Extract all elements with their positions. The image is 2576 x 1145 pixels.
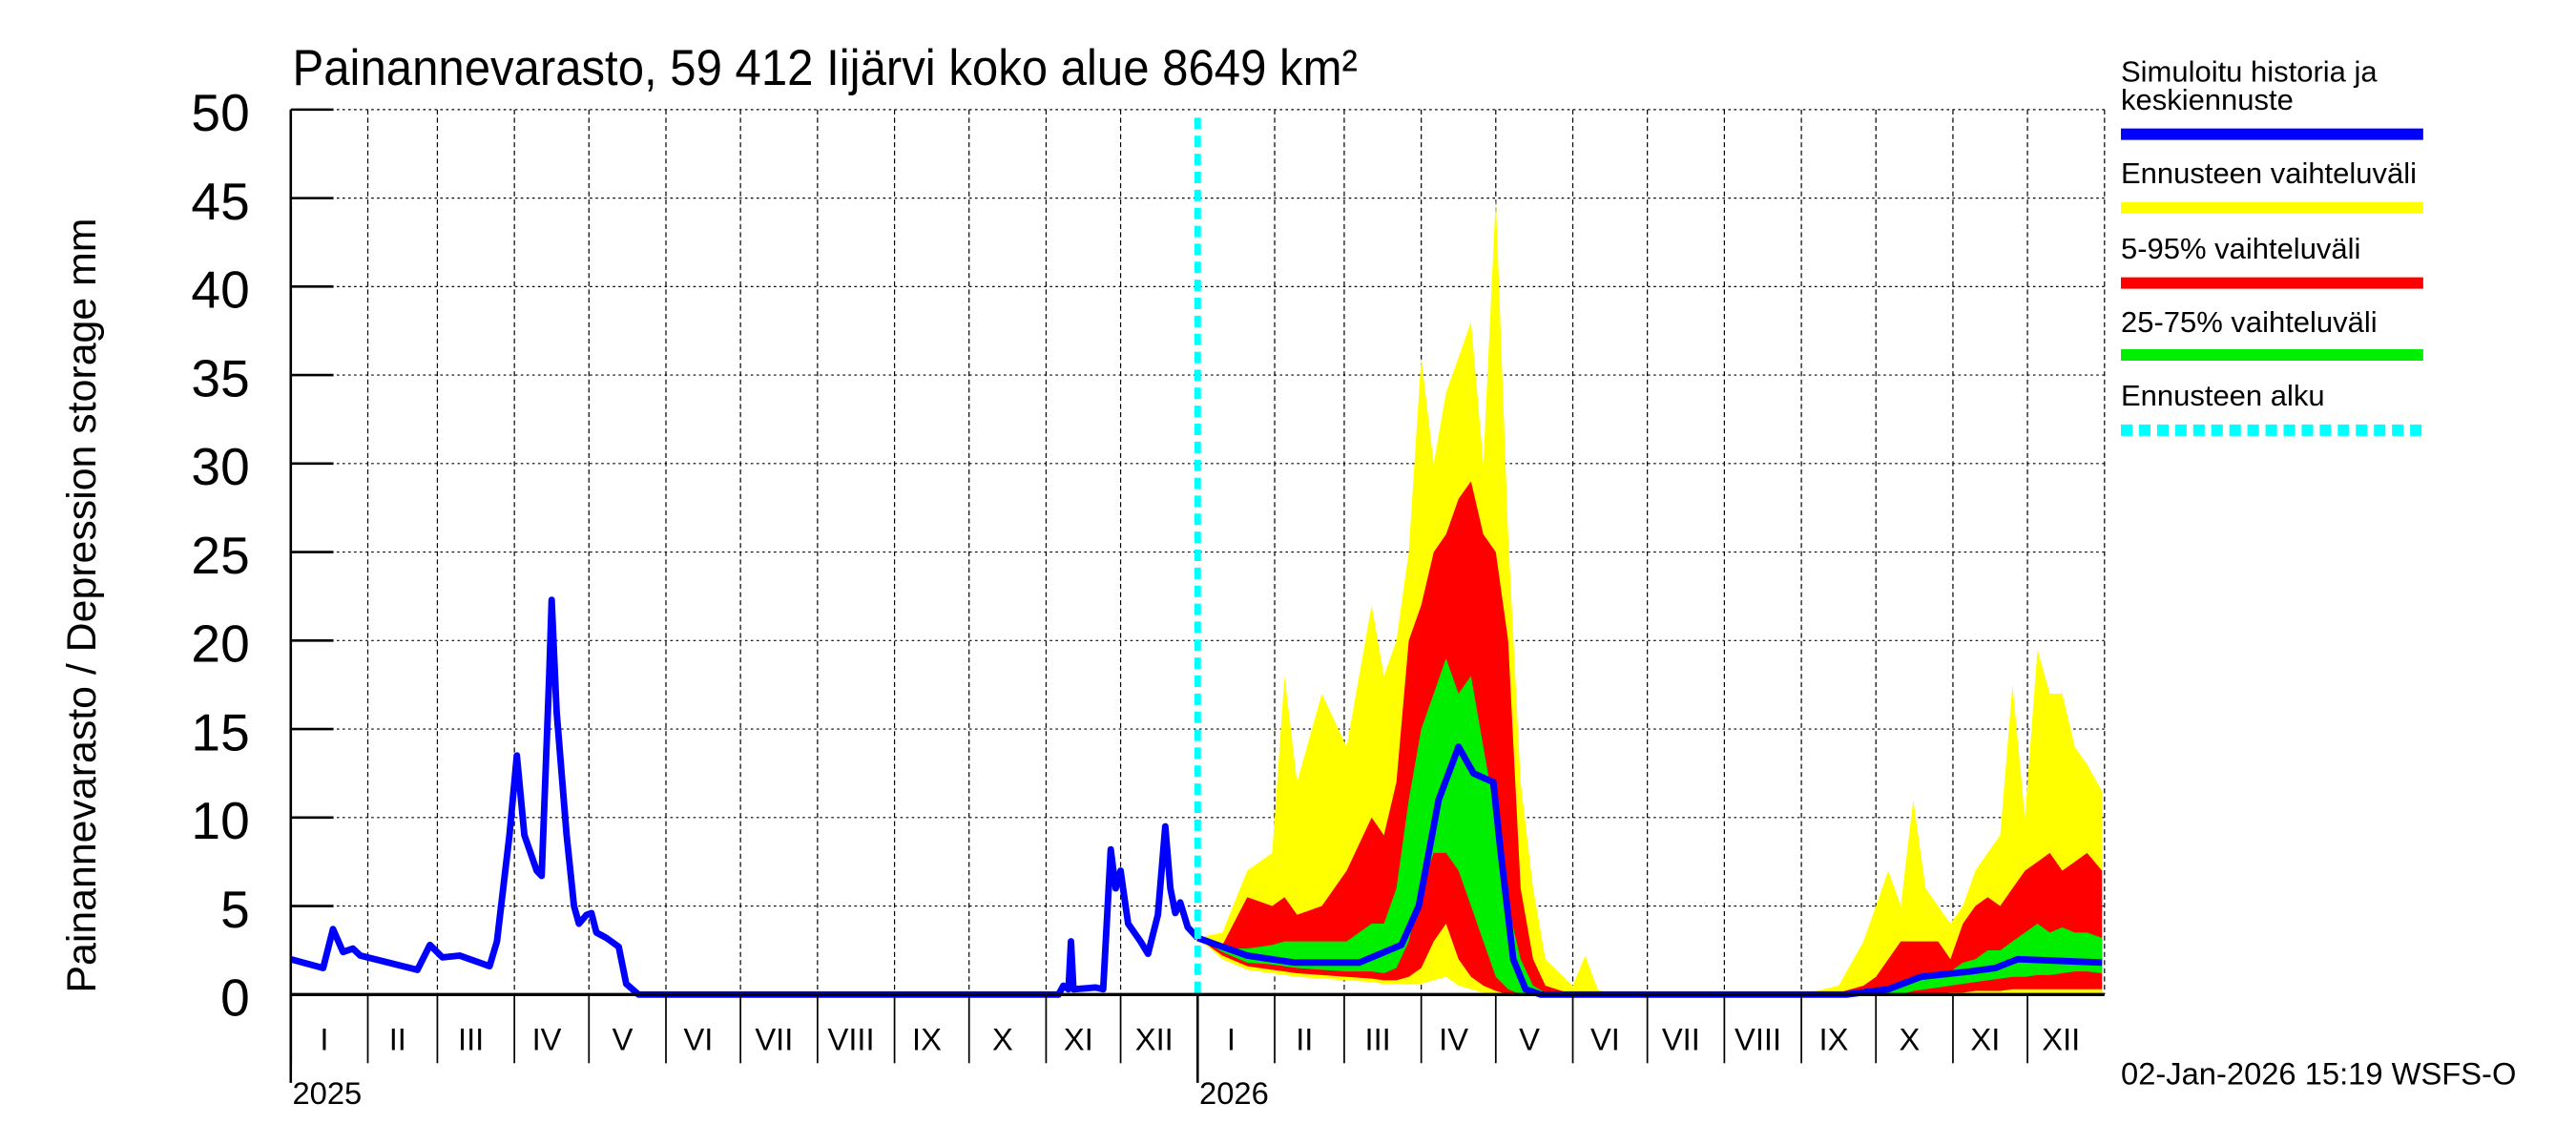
month-label: I (1227, 1022, 1236, 1057)
chart-title: Painannevarasto, 59 412 Iijärvi koko alu… (293, 39, 1358, 95)
y-tick-label: 20 (191, 614, 249, 674)
legend-label: 5-95% vaihteluväli (2121, 232, 2360, 265)
y-tick-label: 15 (191, 702, 249, 761)
year-label: 2026 (1199, 1075, 1269, 1111)
y-tick-label: 40 (191, 260, 249, 320)
forecast-bands (1197, 198, 2103, 995)
month-label: IV (532, 1022, 562, 1057)
month-label: VIII (1735, 1022, 1781, 1057)
month-label: XII (2042, 1022, 2080, 1057)
band-25-75 (1197, 657, 2103, 995)
month-label: I (320, 1022, 328, 1057)
month-label: II (1296, 1022, 1313, 1057)
month-label: XI (1970, 1022, 2000, 1057)
y-tick-label: 0 (220, 968, 250, 1028)
y-axis-label: Painannevarasto / Depression storage mm (59, 219, 105, 993)
legend-label: Ennusteen alku (2121, 379, 2325, 412)
month-label: VII (1662, 1022, 1700, 1057)
month-label: VI (1590, 1022, 1620, 1057)
history-line (289, 596, 1200, 998)
timestamp: 02-Jan-2026 15:19 WSFS-O (2121, 1056, 2516, 1092)
year-label: 2025 (293, 1075, 363, 1111)
month-label: X (1900, 1022, 1921, 1057)
month-label: XII (1135, 1022, 1174, 1057)
legend-label: Simuloitu historia ja (2121, 55, 2378, 89)
y-tick-label: 25 (191, 526, 249, 585)
month-label: V (1519, 1022, 1540, 1057)
y-tick-label: 50 (191, 83, 249, 142)
y-tick-label: 45 (191, 172, 249, 231)
month-label: III (458, 1022, 484, 1057)
band-range (1197, 198, 2103, 995)
month-label: VII (755, 1022, 793, 1057)
month-label: III (1365, 1022, 1391, 1057)
median-forecast-line (1196, 743, 2103, 998)
month-label: XI (1064, 1022, 1093, 1057)
month-label: VIII (828, 1022, 875, 1057)
series-lines (289, 117, 2103, 998)
month-label: IX (912, 1022, 942, 1057)
legend-label: 25-75% vaihteluväli (2121, 305, 2378, 339)
month-label: VI (683, 1022, 713, 1057)
month-label: IX (1819, 1022, 1849, 1057)
month-label: V (613, 1022, 634, 1057)
legend-label: Ennusteen vaihteluväli (2121, 156, 2417, 190)
y-tick-label: 30 (191, 437, 249, 496)
y-tick-label: 10 (191, 791, 249, 850)
month-label: II (389, 1022, 406, 1057)
y-tick-label: 5 (220, 880, 250, 939)
month-label: X (992, 1022, 1013, 1057)
y-tick-label: 35 (191, 348, 249, 407)
legend-label: keskiennuste (2121, 83, 2294, 116)
month-label: IV (1439, 1022, 1468, 1057)
